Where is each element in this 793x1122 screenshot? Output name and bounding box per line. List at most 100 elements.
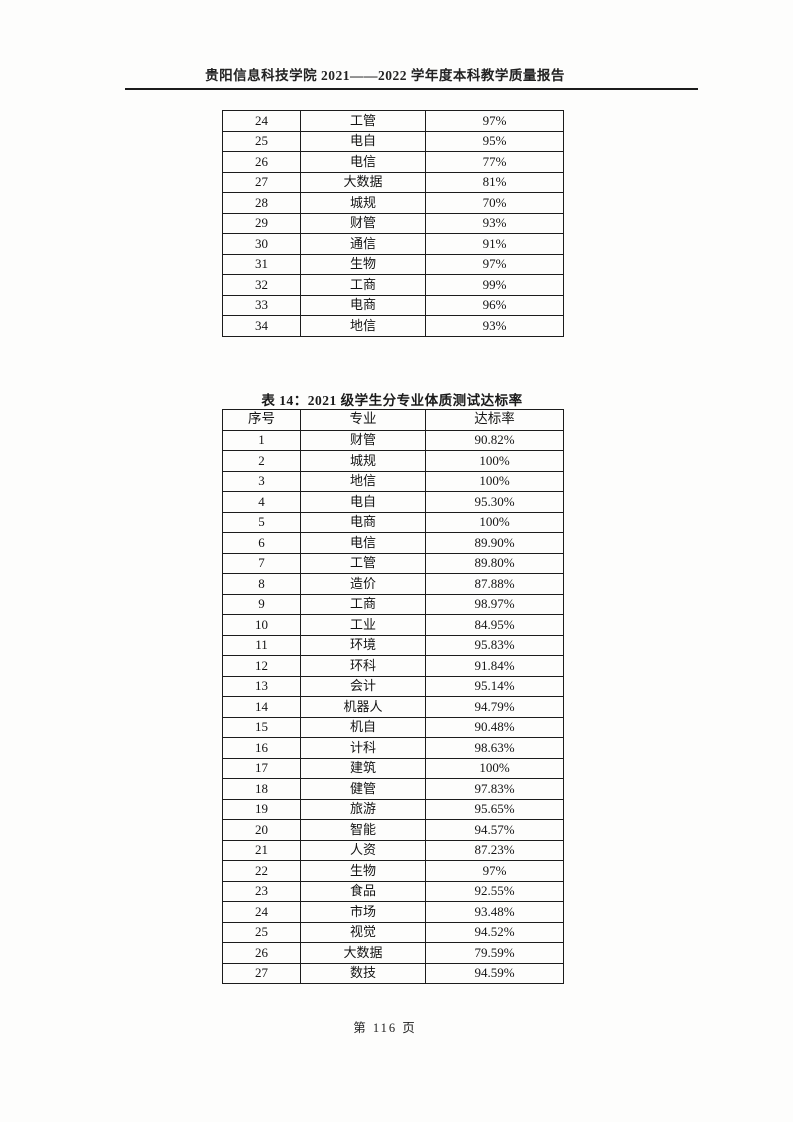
achievement-rate-table-continued: 24 工管 97% 25 电自 95% 26 电信 77% 27 大数据 81% 28 城规 70% 29 财管…	[222, 110, 564, 337]
table-cell: 城规	[300, 450, 426, 472]
table-row: 17 建筑 100%	[222, 757, 564, 779]
table-cell: 16	[222, 737, 301, 759]
table-cell: 95%	[425, 130, 564, 152]
table-cell: 25	[222, 921, 301, 943]
table-cell: 90.48%	[425, 716, 564, 738]
table-cell: 9	[222, 593, 301, 615]
table-row: 6 电信 89.90%	[222, 532, 564, 554]
table-cell: 25	[222, 130, 301, 152]
table-row: 27 数技 94.59%	[222, 962, 564, 984]
table-cell: 电商	[300, 294, 426, 316]
table-cell: 大数据	[300, 171, 426, 193]
table-cell: 18	[222, 778, 301, 800]
table-cell: 29	[222, 212, 301, 234]
table-cell: 24	[222, 901, 301, 923]
table-cell: 94.79%	[425, 696, 564, 718]
table-cell: 100%	[425, 757, 564, 779]
table-row: 3 地信 100%	[222, 470, 564, 492]
table-cell: 89.90%	[425, 532, 564, 554]
table-cell: 7	[222, 552, 301, 574]
table-cell: 27	[222, 171, 301, 193]
table-row: 15 机自 90.48%	[222, 716, 564, 738]
table-cell: 96%	[425, 294, 564, 316]
table-row: 29 财管 93%	[222, 212, 564, 234]
table-cell: 32	[222, 274, 301, 296]
table-cell: 生物	[300, 253, 426, 275]
table-row: 33 电商 96%	[222, 294, 564, 316]
table-row: 12 环科 91.84%	[222, 655, 564, 677]
table-row: 16 计科 98.63%	[222, 737, 564, 759]
table-row: 14 机器人 94.79%	[222, 696, 564, 718]
table-cell: 13	[222, 675, 301, 697]
table-cell: 95.65%	[425, 798, 564, 820]
table-cell: 财管	[300, 212, 426, 234]
table-cell: 93.48%	[425, 901, 564, 923]
table-cell: 2	[222, 450, 301, 472]
table-cell: 电商	[300, 511, 426, 533]
table-cell: 92.55%	[425, 880, 564, 902]
table-cell: 33	[222, 294, 301, 316]
table-cell: 工商	[300, 274, 426, 296]
table-row: 27 大数据 81%	[222, 171, 564, 193]
table-cell: 电自	[300, 491, 426, 513]
table-cell: 10	[222, 614, 301, 636]
table-cell: 97%	[425, 110, 564, 132]
table-cell: 地信	[300, 315, 426, 337]
table-cell: 23	[222, 880, 301, 902]
table-cell: 数技	[300, 962, 426, 984]
header-divider-rule	[125, 88, 698, 90]
table-row: 34 地信 93%	[222, 315, 564, 337]
table-cell: 工业	[300, 614, 426, 636]
table-row: 19 旅游 95.65%	[222, 798, 564, 820]
table-cell: 工商	[300, 593, 426, 615]
table-row: 25 电自 95%	[222, 130, 564, 152]
table-row: 8 造价 87.88%	[222, 573, 564, 595]
table-cell: 工管	[300, 110, 426, 132]
table-row: 28 城规 70%	[222, 192, 564, 214]
table-cell: 14	[222, 696, 301, 718]
table-row: 26 电信 77%	[222, 151, 564, 173]
table-cell: 食品	[300, 880, 426, 902]
table-row: 23 食品 92.55%	[222, 880, 564, 902]
table-cell: 智能	[300, 819, 426, 841]
table-row: 13 会计 95.14%	[222, 675, 564, 697]
table-row: 4 电自 95.30%	[222, 491, 564, 513]
table-row: 1 财管 90.82%	[222, 429, 564, 451]
table-cell: 30	[222, 233, 301, 255]
table-cell: 87.23%	[425, 839, 564, 861]
table-row: 26 大数据 79.59%	[222, 942, 564, 964]
table-cell: 93%	[425, 212, 564, 234]
table-cell: 94.57%	[425, 819, 564, 841]
table-cell: 31	[222, 253, 301, 275]
table-cell: 100%	[425, 470, 564, 492]
table-cell: 94.59%	[425, 962, 564, 984]
table-cell: 87.88%	[425, 573, 564, 595]
table-cell: 地信	[300, 470, 426, 492]
table-cell: 建筑	[300, 757, 426, 779]
table-cell: 通信	[300, 233, 426, 255]
table-cell: 97%	[425, 253, 564, 275]
table-row: 9 工商 98.97%	[222, 593, 564, 615]
table-row: 5 电商 100%	[222, 511, 564, 533]
table-header: 序号 专业 达标率	[222, 409, 564, 431]
table-cell: 19	[222, 798, 301, 820]
table-cell: 市场	[300, 901, 426, 923]
table-cell: 造价	[300, 573, 426, 595]
table-cell: 95.30%	[425, 491, 564, 513]
table-cell: 会计	[300, 675, 426, 697]
table-row: 7 工管 89.80%	[222, 552, 564, 574]
table-cell: 95.83%	[425, 634, 564, 656]
table-cell: 98.97%	[425, 593, 564, 615]
table-cell: 8	[222, 573, 301, 595]
table-row: 22 生物 97%	[222, 860, 564, 882]
table-header-cell: 序号	[222, 409, 301, 431]
table-cell: 26	[222, 151, 301, 173]
table-cell: 17	[222, 757, 301, 779]
table-row: 2 城规 100%	[222, 450, 564, 472]
table-row: 30 通信 91%	[222, 233, 564, 255]
table-header-cell: 达标率	[425, 409, 564, 431]
table-cell: 34	[222, 315, 301, 337]
table-cell: 计科	[300, 737, 426, 759]
table-cell: 环科	[300, 655, 426, 677]
table-cell: 工管	[300, 552, 426, 574]
